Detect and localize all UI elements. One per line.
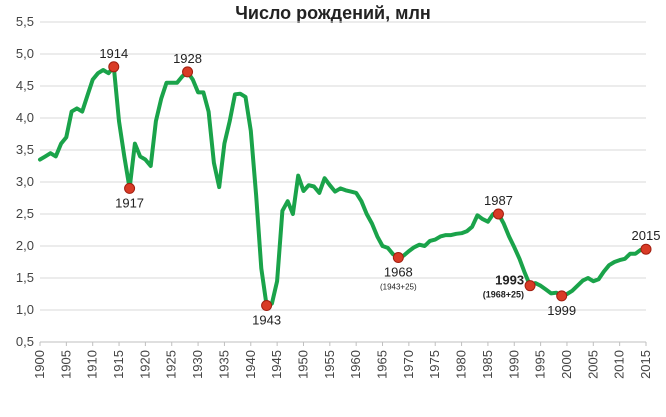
point-sublabel: (1968+25) (483, 290, 524, 300)
x-tick-label: 1980 (454, 350, 469, 379)
y-tick-label: 4,0 (16, 110, 34, 125)
point-marker (392, 252, 404, 264)
x-tick-label: 2010 (612, 350, 627, 379)
x-tick-label: 1940 (243, 350, 258, 379)
y-tick-label: 4,5 (16, 78, 34, 93)
x-tick-label: 1900 (32, 350, 47, 379)
x-tick-label: 1955 (322, 350, 337, 379)
y-tick-label: 2,5 (16, 206, 34, 221)
y-tick-label: 3,0 (16, 174, 34, 189)
y-tick-label: 3,5 (16, 142, 34, 157)
point-marker (124, 182, 136, 194)
x-tick-label: 2005 (585, 350, 600, 379)
point-marker (524, 280, 536, 292)
x-tick-label: 2015 (638, 350, 653, 379)
point-marker (108, 61, 120, 73)
x-tick-label: 1970 (401, 350, 416, 379)
x-tick-label: 1985 (480, 350, 495, 379)
x-tick-label: 1915 (111, 350, 126, 379)
y-tick-label: 1,5 (16, 270, 34, 285)
point-marker (556, 290, 568, 302)
series-group (38, 64, 648, 308)
point-label: 1999 (547, 303, 576, 318)
point-label: 1987 (484, 193, 513, 208)
point-marker (492, 208, 504, 220)
point-sublabel: (1943+25) (380, 283, 417, 292)
point-label: 1928 (173, 51, 202, 66)
x-tick-label: 1930 (190, 350, 205, 379)
x-tick-label: 1965 (375, 350, 390, 379)
point-label: 2015 (632, 228, 661, 243)
point-label: 1968 (384, 265, 413, 280)
point-label: 1993 (495, 273, 524, 288)
y-tick-label: 0,5 (16, 334, 34, 349)
x-tick-label: 1990 (506, 350, 521, 379)
x-tick-label: 1945 (269, 350, 284, 379)
x-tick-label: 1995 (533, 350, 548, 379)
x-tick-label: 1960 (348, 350, 363, 379)
point-marker (182, 66, 194, 78)
x-tick-label: 1935 (216, 350, 231, 379)
annotation-markers: 1914 1917 1928 1943 1968 (1943+25) 1987 1993 (19… (99, 46, 660, 328)
x-tick-label: 2000 (559, 350, 574, 379)
point-marker (261, 300, 273, 312)
x-tick-label: 1925 (164, 350, 179, 379)
x-tick-label: 1910 (85, 350, 100, 379)
point-marker (640, 243, 652, 255)
y-tick-label: 2,0 (16, 238, 34, 253)
x-tick-label: 1905 (58, 350, 73, 379)
y-tick-label: 5,5 (16, 14, 34, 29)
point-label: 1914 (99, 46, 128, 61)
x-tick-label: 1950 (295, 350, 310, 379)
x-tick-label: 1920 (137, 350, 152, 379)
chart-title: Число рождений, млн (235, 3, 431, 23)
series-line (38, 64, 648, 308)
point-label: 1917 (115, 195, 144, 210)
y-tick-label: 5,0 (16, 46, 34, 61)
y-tick-label: 1,0 (16, 302, 34, 317)
gridlines (40, 21, 646, 343)
y-axis: 0,5 1,0 1,5 2,0 2,5 3,0 3,5 4,0 4,5 5,0 5,5 (16, 14, 34, 349)
point-label: 1943 (252, 313, 281, 328)
x-tick-label: 1975 (427, 350, 442, 379)
x-axis: 1900 1905 1910 1915 1920 1925 1930 1935 1940 1945… (32, 341, 653, 379)
